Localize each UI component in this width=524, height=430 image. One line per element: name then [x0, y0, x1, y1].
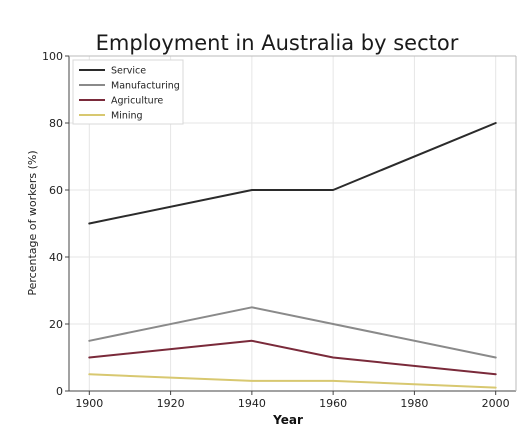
x-tick-label: 1940: [238, 397, 266, 410]
series-lines: [88, 122, 497, 389]
series-line-agriculture: [88, 339, 497, 376]
legend-label-mining: Mining: [111, 111, 143, 122]
tick-labels: 0 20 40 60 80 100 1900 1920 1940 1960 1980 2000: [42, 50, 510, 410]
series-line-manufacturing: [88, 306, 497, 359]
x-axis-label: Year: [272, 413, 303, 427]
legend-label-service: Service: [111, 66, 146, 77]
x-tick-label: 1900: [75, 397, 103, 410]
legend-label-agriculture: Agriculture: [111, 96, 163, 107]
y-tick-label: 60: [49, 184, 63, 197]
series-line-service: [88, 122, 497, 225]
x-tick-label: 1960: [319, 397, 347, 410]
y-tick-label: 0: [56, 385, 63, 398]
x-tick-label: 1980: [400, 397, 428, 410]
series-line-mining: [88, 373, 497, 389]
legend-label-manufacturing: Manufacturing: [111, 81, 180, 92]
y-axis-label: Percentage of workers (%): [26, 150, 39, 295]
x-tick-label: 1920: [157, 397, 185, 410]
y-tick-label: 100: [42, 50, 63, 63]
y-tick-label: 40: [49, 251, 63, 264]
legend: Service Manufacturing Agriculture Mining: [72, 59, 184, 125]
chart-title: Employment in Australia by sector: [96, 31, 459, 55]
x-tick-label: 2000: [482, 397, 510, 410]
y-tick-label: 80: [49, 117, 63, 130]
y-tick-label: 20: [49, 318, 63, 331]
axes: [65, 55, 517, 395]
